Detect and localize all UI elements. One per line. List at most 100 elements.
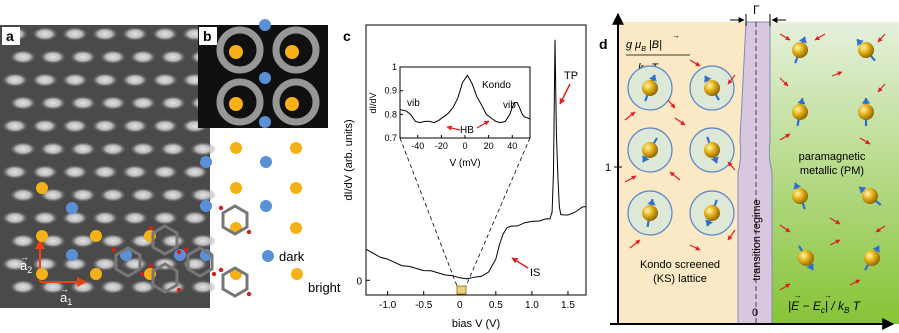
ks-region-label-line2: (KS) lattice	[653, 273, 707, 285]
electron-arrow	[859, 137, 871, 145]
dark-site-dot	[260, 156, 272, 168]
stm-bright-spot	[10, 142, 36, 156]
x-tick-0-label: 0	[752, 307, 758, 319]
screened-spin	[642, 74, 658, 102]
spin-arrowhead	[642, 155, 650, 163]
stm-bright-spot	[62, 73, 88, 87]
bright-site-dot	[229, 45, 243, 59]
stm-bright-spot	[2, 257, 28, 271]
spin-arrowhead	[859, 187, 867, 194]
bright-site-dot	[36, 230, 48, 242]
oxygen-atom	[176, 287, 182, 293]
stm-bright-spot	[160, 142, 186, 156]
electron-arrow	[779, 33, 791, 41]
stm-bright-spot	[92, 119, 118, 133]
spin-arrowhead	[793, 182, 802, 190]
stm-bright-spot	[32, 165, 58, 179]
stm-bright-spot	[2, 73, 28, 87]
local-moment-ball	[704, 142, 720, 158]
dark-site-dot	[66, 249, 78, 261]
free-spin	[856, 38, 876, 62]
electron-arrow	[779, 224, 791, 233]
electron-arrow	[624, 111, 636, 121]
stm-bright-spot	[62, 211, 88, 225]
stm-bright-spot	[10, 280, 36, 294]
screened-spin	[642, 137, 658, 163]
stm-bright-spot	[100, 96, 126, 110]
electron-arrow	[629, 239, 641, 249]
stm-bright-spot	[182, 211, 208, 225]
stm-bright-spot	[152, 73, 178, 87]
electron-arrow	[849, 279, 861, 286]
stm-bright-spot	[70, 234, 96, 248]
spin-arrowhead	[710, 156, 719, 164]
transition-region-label: transition regime	[751, 199, 763, 280]
electron-arrow	[877, 83, 886, 93]
stm-bright-spot	[92, 27, 118, 41]
stm-bright-spot	[152, 119, 178, 133]
dark-site-dot	[259, 72, 271, 84]
oxygen-atom	[246, 291, 252, 297]
panel-c: c -1.0 -0.5 0 0.5 1.0 1.5 0 bias V (V) dI/dV …	[343, 24, 587, 330]
oxygen-atom	[218, 267, 224, 273]
spin-arrowhead	[647, 199, 656, 206]
stm-bright-spot	[122, 165, 148, 179]
x-tick-label: -1.0	[379, 300, 397, 311]
molecule	[148, 262, 182, 294]
stm-bright-spot	[130, 188, 156, 202]
oxygen-atom	[148, 225, 154, 231]
spin-arrowhead	[872, 245, 880, 253]
stm-bright-spot	[100, 50, 126, 64]
stm-bright-spot	[130, 96, 156, 110]
spin-arrowhead	[861, 98, 871, 104]
x-tick-label: 1.0	[525, 300, 539, 311]
x-axis-formula-text: |E − Ec| / kB T	[788, 299, 862, 315]
stm-bright-spot	[62, 119, 88, 133]
bright-site-dot	[290, 142, 302, 154]
oxygen-atom	[211, 271, 217, 277]
stm-bright-spot	[92, 165, 118, 179]
stm-bright-spot	[100, 188, 126, 202]
main-x-axis: -1.0 -0.5 0 0.5 1.0 1.5	[379, 291, 575, 311]
annotation-tp-arrow	[559, 83, 571, 105]
zoom-guide-right	[465, 137, 531, 287]
electron-arrow	[624, 175, 637, 183]
electron-arrow	[829, 217, 841, 225]
oxygen-atom	[183, 247, 189, 253]
screened-spin	[704, 136, 720, 164]
stm-bright-spot	[152, 211, 178, 225]
stm-bright-spot	[122, 73, 148, 87]
electron-arrow	[779, 77, 789, 87]
free-spin	[864, 245, 880, 271]
stm-bright-spot	[40, 142, 66, 156]
stm-bright-spot	[32, 119, 58, 133]
stm-bright-spot	[122, 211, 148, 225]
pm-region	[770, 22, 899, 324]
dark-site-dot	[260, 200, 272, 212]
inset-x-axis: -40 -20 0 20 40	[411, 135, 517, 151]
stm-bright-spot	[2, 211, 28, 225]
electron-arrow	[689, 244, 701, 251]
y-axis-b-overarrow: →	[672, 31, 680, 40]
legend-dark-label: dark	[279, 249, 305, 264]
panel-b-label-box	[199, 27, 217, 45]
panel-a: a a1 → a2 →	[0, 25, 216, 308]
electron-arrow	[727, 229, 736, 241]
vector-a1-overarrow: →	[60, 284, 69, 294]
stm-bright-spot	[160, 234, 186, 248]
oxygen-atom	[139, 271, 145, 277]
screened-spin	[704, 75, 720, 101]
stm-bright-spot	[32, 211, 58, 225]
electron-arrow	[814, 33, 826, 41]
annotation-is: IS	[530, 267, 540, 279]
dark-site-dot	[259, 116, 271, 128]
stm-bright-spot	[190, 280, 216, 294]
inset-label-vib-right: vib	[503, 100, 516, 111]
dark-site-dot	[259, 19, 271, 31]
stm-bright-spot	[10, 188, 36, 202]
molecule	[111, 246, 145, 278]
molecule-ring	[221, 204, 249, 236]
main-plot-frame	[365, 24, 587, 296]
molecule-ring	[151, 262, 179, 294]
